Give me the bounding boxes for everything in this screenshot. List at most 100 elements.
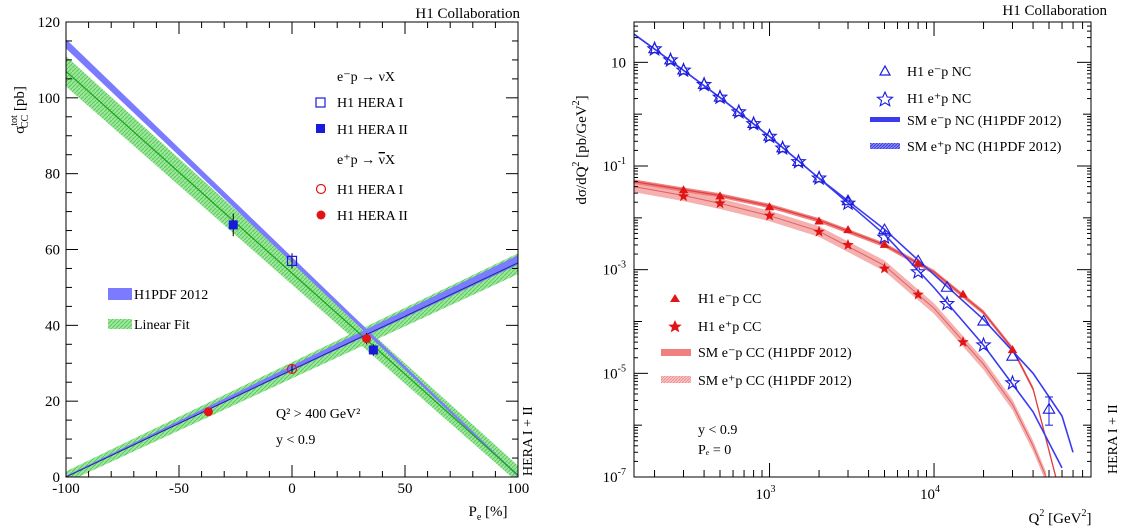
right-collab-label: H1 Collaboration xyxy=(1002,3,1107,19)
y-tick-label: 120 xyxy=(38,15,61,31)
nc-ep-point xyxy=(662,51,679,68)
left-legend-em-header: e⁻p → νX xyxy=(337,70,395,85)
nc-ep-point xyxy=(695,76,713,92)
left-cut-q2: Q² > 400 GeV² xyxy=(276,407,360,422)
left-legend-hera2-square-marker xyxy=(316,124,325,133)
left-legend-pdf: H1PDF 2012 xyxy=(134,288,208,303)
right-legend-cc-em: H1 e⁻p CC xyxy=(698,292,761,307)
right-legend-cc-em-marker xyxy=(670,294,680,302)
nc-em-point xyxy=(791,154,806,167)
right-legend-sm-nc-ep-swatch xyxy=(870,143,900,149)
right-xlabel-unit: [GeV xyxy=(1044,511,1081,527)
x-tick-base: 10 xyxy=(756,487,771,503)
left-chart: -100 -50 0 50 100 0 20 40 60 80 100 120 H1 Collabor… xyxy=(9,6,536,523)
nc-em-point xyxy=(663,53,678,65)
y-tick-label: 100 xyxy=(38,91,61,107)
right-legend-sm-nc-em: SM e⁻p NC (H1PDF 2012) xyxy=(907,114,1062,129)
y-tick-label: 60 xyxy=(45,243,60,259)
ep-hera1-point xyxy=(286,363,298,375)
cc-ep-point xyxy=(677,190,690,202)
x-tick-base: 10 xyxy=(920,487,935,503)
y-tick-base: 10 xyxy=(611,55,626,71)
nc-em-point xyxy=(940,280,954,292)
x-tick-label: -100 xyxy=(52,481,80,497)
x-tick-label: 104 xyxy=(920,484,940,503)
left-legend-hera1-square-marker xyxy=(315,97,326,108)
cc-ep-point xyxy=(878,262,891,274)
nc-ep-point xyxy=(745,115,762,131)
x-tick-label: -50 xyxy=(169,481,189,497)
left-legend-hera2-circle-marker xyxy=(316,210,326,220)
nc-em-point xyxy=(877,223,892,235)
right-ylabel-sup: 2 xyxy=(571,162,582,167)
left-legend-hera1-circle-marker xyxy=(315,183,327,195)
right-legend-sm-cc-ep: SM e⁺p CC (H1PDF 2012) xyxy=(698,374,852,389)
left-legend-lin-swatch xyxy=(108,319,132,329)
nc-em-point xyxy=(762,129,777,141)
right-legend-cc-ep-marker xyxy=(668,320,682,333)
left-ylabel-main: σ xyxy=(12,126,28,134)
ep-hera2-point xyxy=(362,334,372,344)
nc-ep-point xyxy=(711,88,729,105)
right-ylabel: dσ/dQ2 [pb/GeV2] xyxy=(571,95,590,204)
nc-ep-point xyxy=(938,295,956,311)
right-legend-nc-ep: H1 e⁺p NC xyxy=(907,92,971,107)
y-tick-label: 10 xyxy=(611,55,626,71)
cc-em-point xyxy=(843,225,853,234)
left-legend-em-hera1: H1 HERA I xyxy=(337,96,403,111)
em-hera2-point xyxy=(228,220,238,230)
nc-em-point xyxy=(841,194,855,206)
nc-ep-point xyxy=(761,127,778,144)
right-cut-y: y < 0.9 xyxy=(698,423,737,438)
nc-ep-point xyxy=(1004,374,1021,390)
right-legend-sm-cc-ep-swatch xyxy=(661,376,691,383)
x-tick-label: 100 xyxy=(507,481,530,497)
nc-ep-point xyxy=(646,40,663,57)
left-ylabel: σtotCC [pb] xyxy=(9,86,31,134)
cc-ep-point xyxy=(912,288,924,300)
x-tick-exp: 4 xyxy=(935,484,940,495)
right-xlabel: Q2 [GeV2] xyxy=(1029,508,1092,527)
ep-hera2-point xyxy=(203,407,213,417)
right-ylabel-main: dσ/dQ xyxy=(574,166,590,204)
left-xlabel-sub: e xyxy=(477,512,482,523)
y-tick-base: 10 xyxy=(603,159,618,175)
right-xlabel-sup: 2 xyxy=(1039,508,1044,519)
right-legend-sm-nc-em-swatch xyxy=(870,117,900,122)
x-tick-label: 103 xyxy=(756,484,776,503)
cc-ep-point xyxy=(813,225,825,237)
left-collab-label: H1 Collaboration xyxy=(415,6,520,22)
cc-ep-point xyxy=(957,336,969,347)
nc-ep-point xyxy=(909,263,927,279)
y-tick-label: 10-1 xyxy=(603,156,626,175)
cc-em-point xyxy=(913,258,923,267)
em-hera2-point xyxy=(368,345,378,355)
right-xlabel-sup2: 2 xyxy=(1081,508,1086,519)
nc-ep-point xyxy=(839,194,857,211)
left-ylabel-unit: [pb] xyxy=(12,86,28,115)
y-tick-exp: -5 xyxy=(618,363,626,374)
left-cut-y: y < 0.9 xyxy=(276,433,315,448)
left-ylabel-sup: tot xyxy=(9,115,20,126)
nc-em-point xyxy=(746,116,761,129)
y-tick-exp: -3 xyxy=(618,260,626,271)
right-side-label: HERA I + II xyxy=(1106,404,1121,474)
x-tick-exp: 3 xyxy=(771,484,776,495)
y-tick-exp: -1 xyxy=(618,156,626,167)
nc-ep-point xyxy=(675,61,692,78)
left-legend-ep-hera1: H1 HERA I xyxy=(337,183,403,198)
right-xlabel-main: Q xyxy=(1029,511,1040,527)
nc-ep-point xyxy=(975,336,992,353)
right-legend-sm-nc-ep: SM e⁺p NC (H1PDF 2012) xyxy=(907,140,1062,155)
cc-em-point xyxy=(958,289,968,298)
nc-em-point xyxy=(647,42,662,54)
sm-cc-ep-band xyxy=(634,181,1047,477)
y-tick-label: 10-7 xyxy=(603,467,626,486)
y-tick-base: 10 xyxy=(603,366,618,382)
em-hera1-point xyxy=(286,255,298,266)
cc-em-point xyxy=(715,191,725,200)
y-tick-label: 80 xyxy=(45,167,60,183)
right-ylabel-end: ] xyxy=(574,95,590,100)
left-xlabel-unit: [%] xyxy=(481,504,507,520)
